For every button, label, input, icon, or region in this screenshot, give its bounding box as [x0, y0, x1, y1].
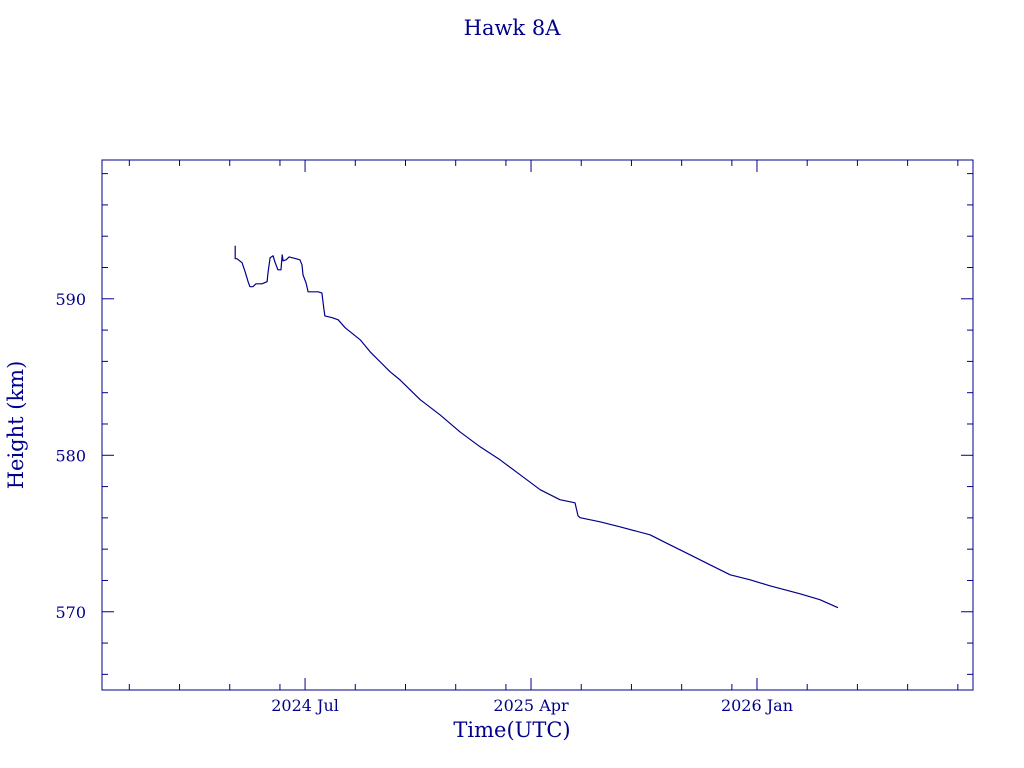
series-line-height	[234, 245, 839, 609]
x-tick-label: 2026 Jan	[721, 696, 793, 715]
y-tick-label: 590	[55, 290, 86, 309]
x-tick-label: 2024 Jul	[271, 696, 339, 715]
x-axis-label: Time(UTC)	[453, 718, 571, 742]
chart-title: Hawk 8A	[463, 16, 561, 40]
y-tick-label: 570	[55, 603, 86, 622]
x-tick-label: 2025 Apr	[493, 696, 569, 715]
y-tick-label: 580	[55, 446, 86, 465]
plot-frame	[101, 159, 974, 691]
